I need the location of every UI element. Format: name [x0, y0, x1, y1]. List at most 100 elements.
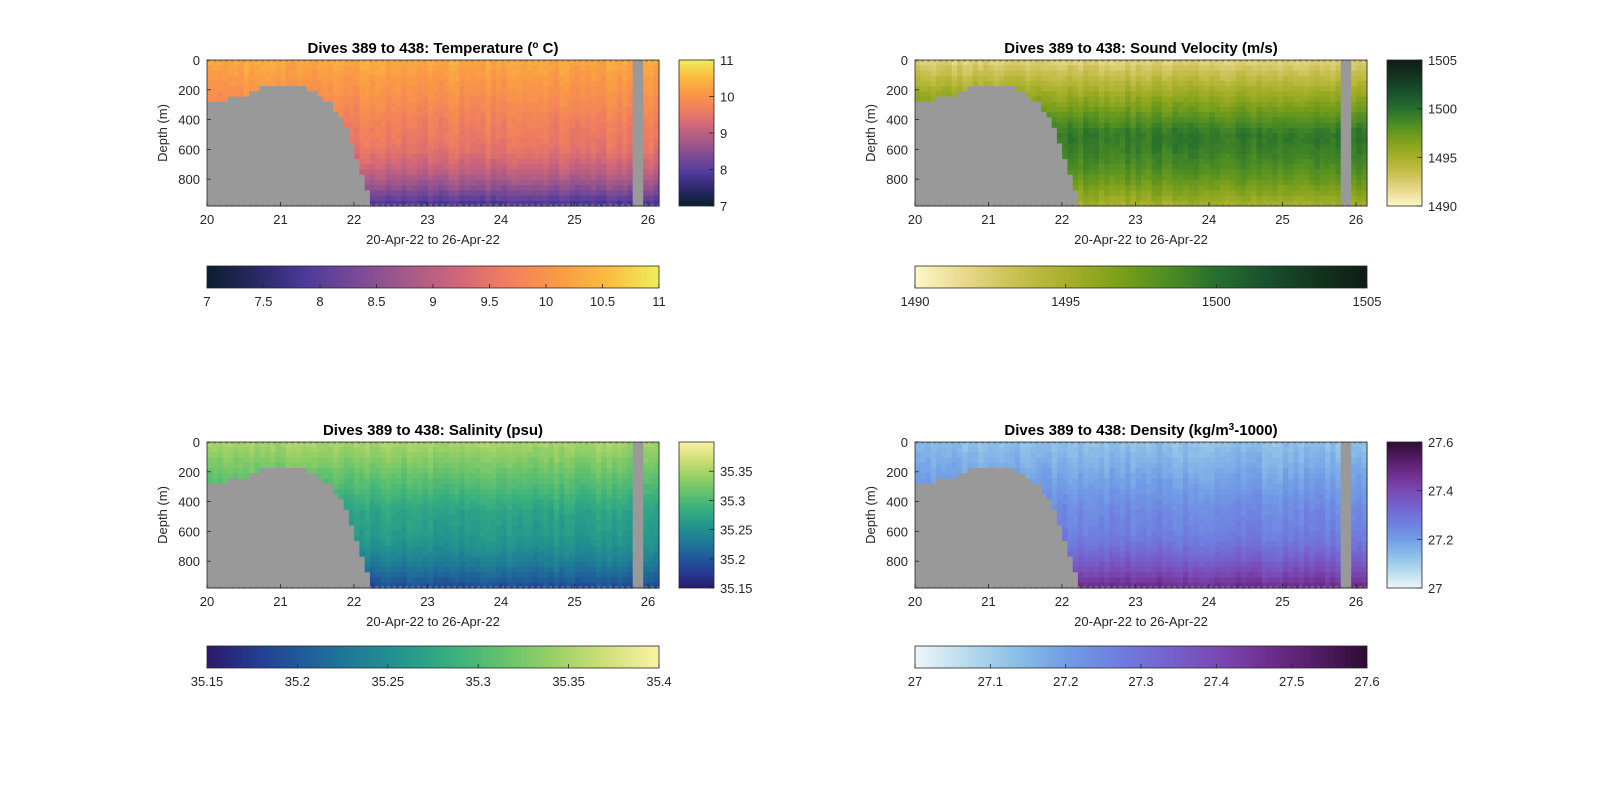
heatmap-cell [936, 106, 942, 113]
heatmap-cell [1188, 200, 1195, 207]
heatmap-cell [1240, 143, 1247, 150]
heatmap-cell [1309, 169, 1316, 176]
heatmap-cell [427, 127, 434, 134]
heatmap-cell [454, 75, 460, 82]
heatmap-cell [1093, 60, 1100, 66]
heatmap-cell [1072, 159, 1079, 165]
heatmap-cell [1319, 127, 1326, 134]
heatmap-cell [243, 127, 250, 134]
heatmap-cell [580, 200, 587, 207]
heatmap-cell [475, 122, 481, 129]
heatmap-cell [643, 112, 650, 118]
heatmap-cell [1293, 169, 1300, 176]
heatmap-cell [291, 190, 297, 197]
heatmap-cell [417, 75, 424, 82]
heatmap-cell [632, 65, 639, 72]
heatmap-cell [1340, 70, 1347, 77]
heatmap-cell [627, 70, 634, 77]
heatmap-cell [522, 96, 529, 103]
heatmap-cell [217, 499, 224, 506]
heatmap-cell [1135, 190, 1142, 197]
heatmap-cell [1088, 112, 1095, 118]
heatmap-cell [1288, 190, 1295, 197]
heatmap-cell [501, 143, 508, 150]
heatmap-cell [212, 541, 219, 547]
heatmap-cell [259, 179, 266, 186]
heatmap-cell [1345, 148, 1352, 155]
heatmap-cell [1035, 138, 1042, 145]
heatmap-cell [999, 101, 1005, 108]
heatmap-cell [396, 190, 403, 197]
heatmap-cell [1288, 65, 1295, 72]
heatmap-cell [1351, 122, 1358, 129]
heatmap-cell [506, 179, 513, 186]
heatmap-cell [1135, 80, 1142, 87]
heatmap-cell [517, 60, 523, 66]
heatmap-cell [1104, 174, 1111, 181]
heatmap-cell [616, 70, 623, 77]
heatmap-cell [915, 86, 921, 92]
heatmap-cell [517, 153, 523, 160]
heatmap-cell [648, 195, 655, 202]
heatmap-cell [1151, 148, 1158, 155]
heatmap-cell [548, 133, 555, 139]
heatmap-cell [212, 75, 219, 82]
heatmap-cell [993, 101, 1000, 108]
heatmap-cell [238, 159, 245, 165]
heatmap-cell [343, 143, 350, 150]
heatmap-cell [1209, 80, 1216, 87]
heatmap-cell [517, 101, 523, 108]
heatmap-cell [433, 101, 439, 108]
heatmap-cell [999, 153, 1005, 160]
heatmap-cell [490, 143, 497, 150]
heatmap-cell [411, 60, 418, 66]
heatmap-cell [941, 106, 948, 113]
heatmap-cell [1193, 117, 1200, 124]
heatmap-cell [343, 80, 350, 87]
heatmap-cell [1225, 174, 1231, 181]
heatmap-cell [517, 169, 523, 176]
heatmap-cell [1277, 86, 1284, 92]
heatmap-cell [978, 127, 984, 134]
heatmap-cell [1162, 96, 1168, 103]
heatmap-cell [1119, 80, 1126, 87]
heatmap-cell [217, 101, 224, 108]
heatmap-cell [643, 60, 650, 66]
heatmap-cell [396, 133, 403, 139]
heatmap-cell [396, 106, 403, 113]
heatmap-cell [348, 86, 355, 92]
heatmap-cell [464, 169, 471, 176]
heatmap-cell [1051, 159, 1058, 165]
heatmap-cell [1351, 164, 1358, 171]
heatmap-cell [1051, 174, 1058, 181]
heatmap-cell [569, 117, 576, 124]
heatmap-cell [354, 80, 361, 87]
heatmap-cell [585, 65, 592, 72]
heatmap-cell [1025, 86, 1032, 92]
heatmap-cell [501, 164, 508, 171]
heatmap-cell [433, 60, 439, 66]
heatmap-cell [522, 169, 529, 176]
heatmap-cell [511, 86, 518, 92]
heatmap-cell [375, 75, 382, 82]
heatmap-cell [585, 60, 592, 66]
heatmap-cell [1004, 143, 1011, 150]
heatmap-cell [469, 91, 476, 98]
heatmap-cell [490, 190, 497, 197]
heatmap-cell [1056, 159, 1063, 165]
heatmap-cell [1020, 200, 1026, 207]
heatmap-cell [936, 179, 942, 186]
heatmap-cell [1077, 60, 1084, 66]
heatmap-cell [1314, 86, 1321, 92]
heatmap-cell [1172, 127, 1179, 134]
heatmap-cell [1146, 60, 1153, 66]
heatmap-cell [946, 86, 953, 92]
heatmap-cell [448, 80, 455, 87]
heatmap-cell [322, 153, 329, 160]
heatmap-cell [306, 159, 313, 165]
heatmap-cell [212, 567, 219, 573]
heatmap-cell [1340, 195, 1347, 202]
heatmap-cell [212, 70, 219, 77]
heatmap-cell [359, 200, 366, 207]
heatmap-cell [1025, 159, 1032, 165]
